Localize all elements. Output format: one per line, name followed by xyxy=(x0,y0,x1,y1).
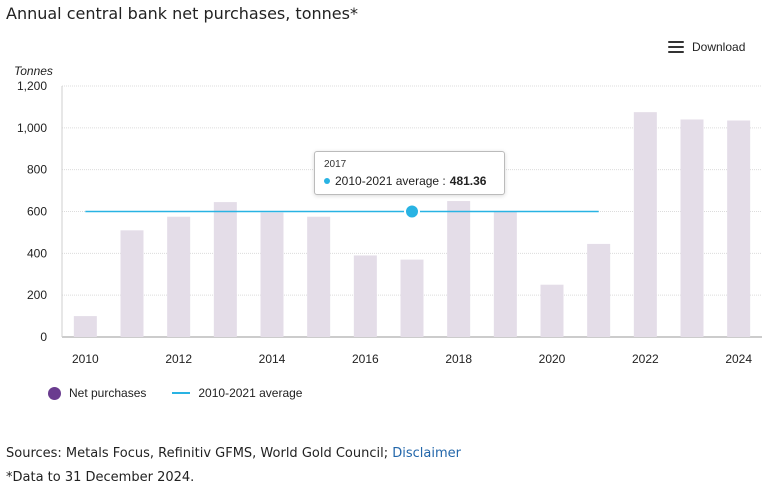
x-tick-label: 2024 xyxy=(725,352,752,366)
line-icon xyxy=(172,392,191,394)
x-tick-label: 2016 xyxy=(352,352,379,366)
bar-2016 xyxy=(353,255,377,337)
data-note: *Data to 31 December 2024. xyxy=(6,470,195,485)
bar-2010 xyxy=(73,316,97,337)
legend-item-net-purchases[interactable]: Net purchases xyxy=(48,386,146,400)
y-tick-label: 0 xyxy=(40,330,47,344)
x-tick-label: 2022 xyxy=(632,352,659,366)
bar-2024 xyxy=(727,120,751,337)
bar-2013 xyxy=(213,202,237,337)
x-tick-label: 2020 xyxy=(539,352,566,366)
bar-2021 xyxy=(587,243,611,337)
bar-2018 xyxy=(447,201,471,337)
disclaimer-link[interactable]: Disclaimer xyxy=(392,446,461,461)
bar-2023 xyxy=(680,119,704,337)
y-tick-label: 200 xyxy=(27,288,47,302)
bar-2015 xyxy=(307,216,331,337)
legend-item-average[interactable]: 2010-2021 average xyxy=(172,386,302,400)
y-tick-label: 1,200 xyxy=(17,79,47,93)
tooltip-dot-icon xyxy=(324,178,330,184)
tooltip-label: 2010-2021 average : xyxy=(335,174,446,188)
bar-2022 xyxy=(633,112,657,337)
menu-icon xyxy=(668,41,684,53)
average-hover-marker xyxy=(404,203,420,220)
y-tick-label: 1,000 xyxy=(17,121,47,135)
bar-2014 xyxy=(260,212,284,337)
y-tick-label: 600 xyxy=(27,205,47,219)
legend-label-net-purchases: Net purchases xyxy=(69,386,147,400)
bar-2020 xyxy=(540,284,564,337)
legend-label-average: 2010-2021 average xyxy=(198,386,303,400)
x-tick-label: 2012 xyxy=(165,352,192,366)
chart-tooltip: 2017 2010-2021 average : 481.36 xyxy=(314,151,505,195)
bar-2012 xyxy=(167,216,191,337)
bar-2011 xyxy=(120,230,144,337)
y-tick-label: 400 xyxy=(27,246,47,260)
x-tick-label: 2014 xyxy=(259,352,286,366)
chart-title: Annual central bank net purchases, tonne… xyxy=(6,4,358,23)
sources-line: Sources: Metals Focus, Refinitiv GFMS, W… xyxy=(6,446,461,461)
chart-legend: Net purchases 2010-2021 average xyxy=(48,386,328,400)
y-axis-title: Tonnes xyxy=(14,64,53,78)
x-tick-label: 2010 xyxy=(72,352,99,366)
bar-2017 xyxy=(400,259,424,337)
download-label: Download xyxy=(692,40,746,54)
tooltip-value: 481.36 xyxy=(449,174,487,188)
tooltip-year: 2017 xyxy=(324,159,347,170)
x-tick-label: 2018 xyxy=(445,352,472,366)
download-button[interactable]: Download xyxy=(668,40,745,54)
sources-text: Sources: Metals Focus, Refinitiv GFMS, W… xyxy=(6,446,393,461)
bar-2019 xyxy=(493,211,517,337)
y-tick-label: 800 xyxy=(27,163,47,177)
circle-icon xyxy=(48,386,61,400)
